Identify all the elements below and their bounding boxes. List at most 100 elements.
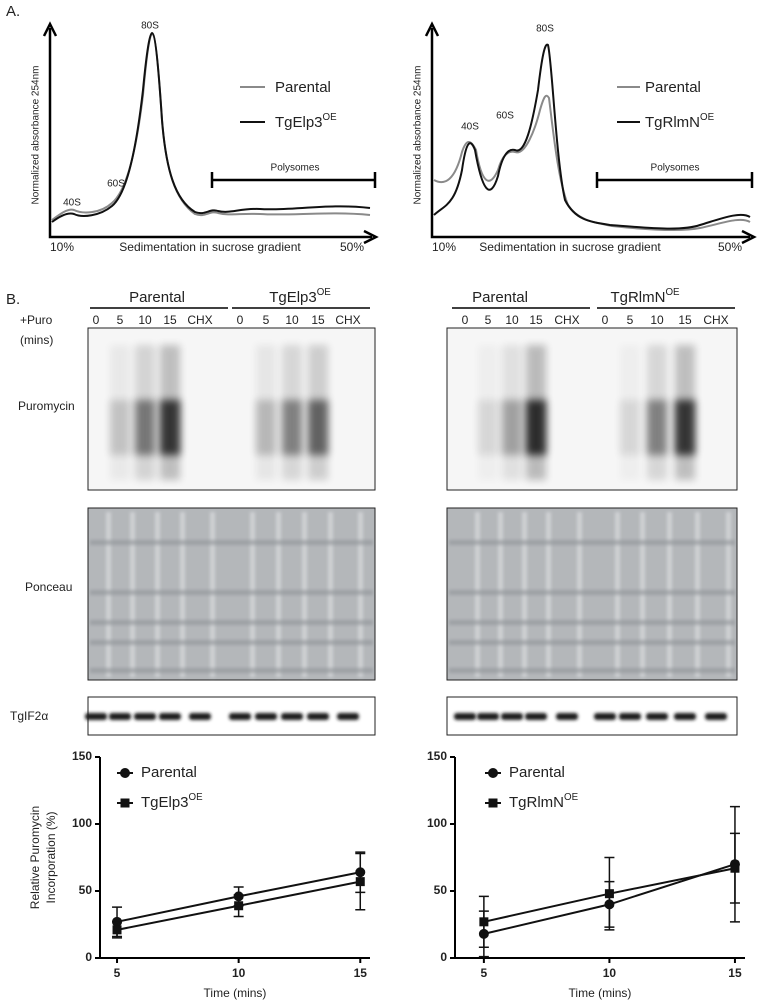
y-tick-label: 0 (85, 950, 92, 964)
label: TgRlmNOE (509, 792, 579, 811)
x-axis-label: Sedimentation in sucrose gradient (479, 240, 661, 254)
y-tick-label: 100 (72, 816, 92, 830)
label: Parental (129, 289, 185, 306)
axes (430, 28, 750, 239)
x-end: 50% (718, 240, 742, 254)
loading-band (594, 713, 616, 720)
legend-marker (488, 768, 498, 778)
y-axis-label: Normalized absorbance 254nm (31, 66, 42, 205)
loading-band (85, 713, 107, 720)
axis-arrows (424, 21, 757, 245)
loading-band (501, 713, 523, 720)
profile-left (42, 21, 379, 245)
x-start: 10% (50, 240, 74, 254)
label-superscript: OE (564, 792, 579, 803)
lane-label: 15 (311, 313, 325, 327)
lane-label: 5 (627, 313, 634, 327)
y-tick-label: 50 (79, 883, 93, 897)
label: TgRlmNOE (610, 287, 680, 306)
peak-label: 80S (536, 24, 554, 35)
legend-marker (488, 798, 498, 808)
label-text: Parental (129, 289, 185, 306)
band (135, 400, 155, 455)
label-text: Parental (645, 79, 701, 96)
label: TgElp3OE (141, 792, 203, 811)
peak-label: 60S (496, 111, 514, 122)
label: Parental (509, 764, 565, 781)
x-tick-label: 5 (114, 966, 121, 980)
loading-band (674, 713, 696, 720)
loading-band (109, 713, 131, 720)
x-end: 50% (340, 240, 364, 254)
loading-band (337, 713, 359, 720)
band (502, 400, 522, 455)
x-tick-label: 10 (603, 966, 617, 980)
profile-right (424, 21, 757, 245)
loading-band (307, 713, 329, 720)
blot-label: Puromycin (18, 399, 75, 413)
y-tick-label: 150 (72, 749, 92, 763)
legend-marker (120, 798, 130, 808)
label: Parental (645, 79, 701, 96)
lane-label: CHX (554, 313, 579, 327)
x-axis-label: Time (mins) (569, 986, 632, 1000)
lane-label: 10 (505, 313, 519, 327)
label-superscript: OE (665, 287, 680, 298)
band (160, 400, 180, 455)
lane-label: 15 (678, 313, 692, 327)
point (479, 917, 489, 927)
label: Parental (472, 289, 528, 306)
band (647, 400, 667, 455)
ponceau-band (90, 640, 373, 645)
lane-label: 5 (485, 313, 492, 327)
trace-elp3 (51, 31, 371, 223)
label-text: Parental (275, 79, 331, 96)
band (256, 400, 276, 455)
blot-label: Ponceau (25, 580, 72, 594)
label-text: TgElp3 (269, 289, 317, 306)
label-text: TgElp3 (275, 114, 323, 131)
lane-label: 0 (462, 313, 469, 327)
axes (48, 28, 372, 239)
loading-band (705, 713, 727, 720)
polysome-bracket (210, 172, 377, 188)
lane-label: 10 (285, 313, 299, 327)
ponceau-band (90, 620, 373, 625)
ponceau-band (449, 668, 735, 673)
band (526, 400, 546, 455)
point (604, 889, 614, 899)
legend-marker (120, 768, 130, 778)
peak-label: 80S (141, 21, 159, 32)
lane-label: 0 (602, 313, 609, 327)
region-label: Polysomes (651, 163, 700, 174)
lane-label: 15 (529, 313, 543, 327)
lane-label: 5 (117, 313, 124, 327)
lane-label: CHX (335, 313, 360, 327)
y-axis-label: Relative Puromycin (28, 806, 42, 909)
label-text: TgRlmN (645, 114, 700, 131)
band (620, 400, 640, 455)
label-superscript: OE (323, 112, 338, 123)
ponceau-band (90, 540, 373, 545)
loading-band (189, 713, 211, 720)
loading-band (229, 713, 251, 720)
label-text: TgRlmN (509, 794, 564, 811)
loading-band (477, 713, 499, 720)
lane-label: 10 (138, 313, 152, 327)
y-tick-label: 0 (440, 950, 447, 964)
point (730, 863, 740, 873)
ponceau-band (449, 540, 735, 545)
point (234, 901, 244, 911)
x-tick-label: 10 (232, 966, 246, 980)
label: TgRlmNOE (645, 112, 715, 131)
label: TgElp3OE (269, 287, 331, 306)
loading-band (159, 713, 181, 720)
ponceau-band (90, 668, 373, 673)
peak-label: 40S (63, 198, 81, 209)
treatment-label: +Puro (20, 313, 53, 327)
peak-label: 40S (461, 122, 479, 133)
y-tick-label: 50 (434, 883, 448, 897)
label: Parental (275, 79, 331, 96)
x-axis-label: Sedimentation in sucrose gradient (119, 240, 301, 254)
